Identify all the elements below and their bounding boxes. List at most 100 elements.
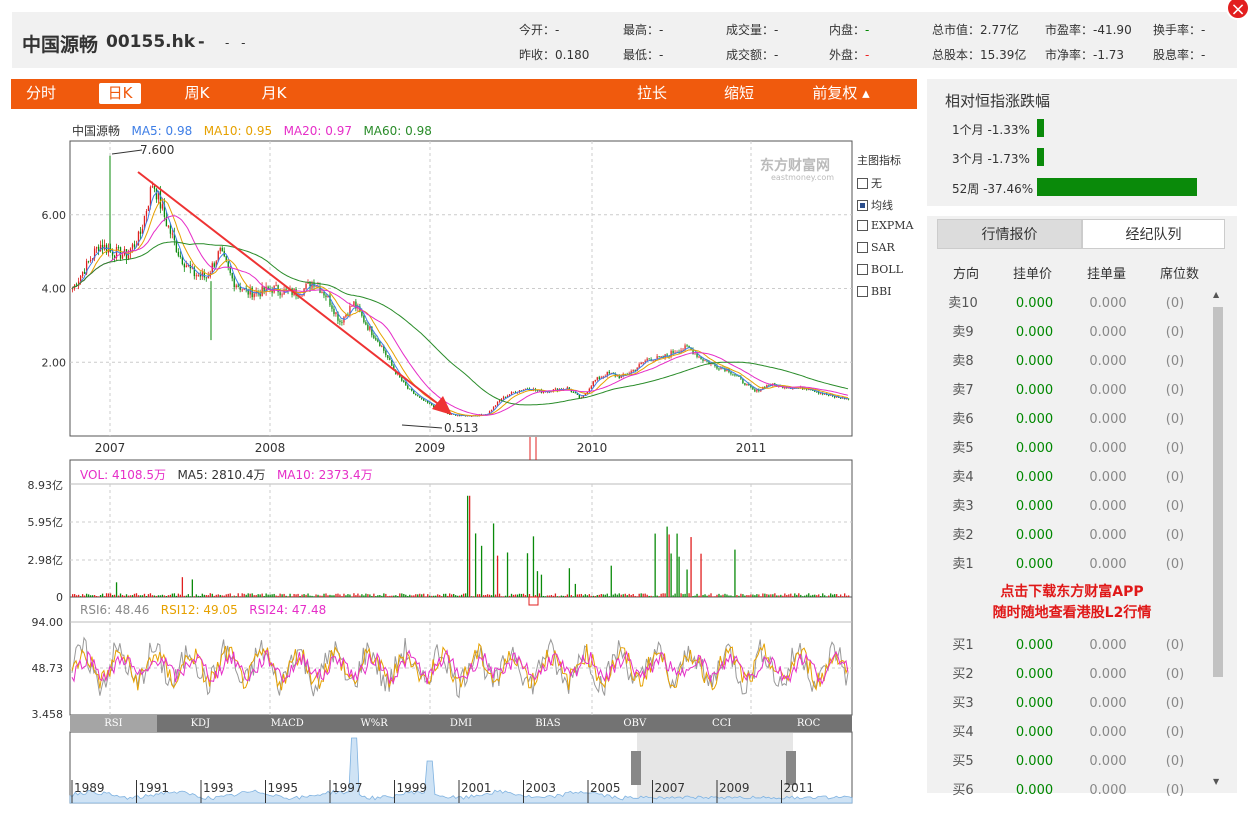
tab-weekly-k[interactable]: 周K	[184, 84, 210, 102]
volume-bar	[213, 595, 215, 597]
candle	[502, 396, 505, 399]
candle	[79, 275, 82, 282]
zoom-out-button[interactable]: 缩短	[723, 84, 754, 102]
volume-bar	[195, 594, 197, 597]
volume-bar	[303, 594, 305, 597]
candle	[405, 381, 407, 386]
volume-bar	[668, 534, 670, 597]
volume-bar	[153, 595, 156, 597]
indicator-option[interactable]: 均线	[857, 197, 893, 213]
volume-bar	[269, 594, 271, 597]
volume-bar	[730, 595, 732, 597]
subtab-obv[interactable]: OBV	[623, 718, 647, 729]
candle	[179, 255, 182, 257]
volume-bar	[624, 593, 626, 597]
volume-bar	[107, 593, 110, 597]
volume-bar	[345, 595, 347, 597]
indicator-option[interactable]: EXPMA	[857, 219, 913, 232]
volume-bar	[848, 595, 850, 597]
zoom-in-button[interactable]: 拉长	[636, 84, 667, 102]
volume-bar	[468, 495, 471, 597]
period-tab-bar: 分时 日K 周K 月K 拉长 缩短 前复权 ▴	[11, 79, 917, 109]
volume-bar	[694, 595, 696, 597]
volume-bar	[117, 595, 120, 597]
candle	[429, 402, 431, 404]
quote-panel: 行情报价 经纪队列 方向 挂单价 挂单量 席位数	[927, 216, 1237, 793]
buy-order-row: 买3 0.000 0.000 (0)	[952, 696, 1185, 711]
volume-bar	[760, 596, 762, 597]
volume-bar	[810, 595, 812, 597]
volume-bar	[109, 593, 112, 597]
volume-bar	[646, 594, 648, 597]
subtab-wr[interactable]: W%R	[360, 718, 388, 729]
candle	[91, 258, 94, 260]
candle	[566, 387, 569, 390]
ma-legend: 中国源畅 MA5: 0.98 MA10: 0.95 MA20: 0.97 MA6…	[72, 124, 432, 138]
volume-bar	[680, 593, 682, 597]
subtab-bias[interactable]: BIAS	[535, 718, 561, 729]
volume-bar	[209, 593, 211, 597]
sell-order-row: 卖1 0.000 0.000 (0)	[952, 557, 1185, 572]
volume-bar	[768, 594, 770, 597]
rsi-tick-label: 3.458	[32, 708, 64, 721]
scroll-thumb[interactable]	[1213, 307, 1223, 677]
close-button[interactable]: ×	[1226, 0, 1250, 20]
volume-bar	[285, 595, 287, 597]
candle	[648, 358, 650, 360]
volume-bar	[375, 596, 377, 597]
volume-bar	[273, 593, 275, 597]
volume-bar	[147, 594, 150, 597]
volume-bar	[83, 595, 86, 597]
relative-bar	[1037, 148, 1045, 166]
candle	[578, 394, 580, 399]
candle	[81, 271, 84, 276]
indicator-option[interactable]: SAR	[857, 241, 895, 254]
tab-broker-queue[interactable]: 经纪队列	[1082, 219, 1225, 249]
candle	[620, 376, 622, 378]
tab-daily-k[interactable]: 日K	[99, 83, 141, 104]
volume-bar	[560, 595, 563, 597]
volume-bar	[393, 595, 395, 597]
volume-bar	[189, 596, 191, 597]
indicator-option[interactable]: BBI	[857, 285, 892, 298]
subtab-kdj[interactable]: KDJ	[190, 718, 211, 729]
subtab-dmi[interactable]: DMI	[449, 718, 473, 729]
volume-bar	[512, 594, 515, 597]
candle	[199, 275, 201, 277]
volume-bar	[103, 596, 106, 597]
volume-bar	[139, 595, 142, 597]
volume-bar	[594, 595, 596, 597]
indicator-option[interactable]: 无	[857, 175, 882, 191]
volume-bar	[331, 595, 333, 597]
candle	[459, 415, 461, 417]
candle	[618, 375, 620, 378]
sell-order-row: 卖7 0.000 0.000 (0)	[952, 383, 1185, 398]
candle	[726, 368, 728, 372]
indicator-option[interactable]: BOLL	[857, 263, 903, 276]
volume-bar	[151, 595, 154, 597]
subtab-roc[interactable]: ROC	[796, 718, 821, 729]
volume-bar	[746, 595, 748, 597]
adjust-select[interactable]: 前复权 ▴	[812, 84, 870, 102]
volume-bar	[317, 594, 319, 597]
subtab-rsi[interactable]: RSI	[70, 715, 157, 732]
download-app-promo[interactable]: 点击下载东方财富APP 随时随地查看港股L2行情	[992, 584, 1152, 621]
volume-bar	[419, 593, 421, 597]
tab-monthly-k[interactable]: 月K	[261, 84, 287, 102]
candle	[227, 261, 229, 268]
tab-fenshi[interactable]: 分时	[25, 84, 56, 102]
volume-bar	[99, 595, 102, 597]
volume-bar	[628, 593, 630, 597]
candle	[714, 364, 716, 367]
candle	[696, 353, 698, 357]
volume-bar	[343, 593, 345, 597]
subtab-macd[interactable]: MACD	[270, 718, 304, 729]
volume-bar	[796, 594, 798, 597]
volume-bar	[327, 595, 329, 597]
subtab-cci[interactable]: CCI	[712, 718, 732, 729]
candle	[734, 374, 736, 376]
candle	[638, 364, 640, 368]
orderbook-scrollbar[interactable]: ▲ ▼	[1210, 289, 1226, 791]
tab-quote[interactable]: 行情报价	[937, 219, 1082, 249]
